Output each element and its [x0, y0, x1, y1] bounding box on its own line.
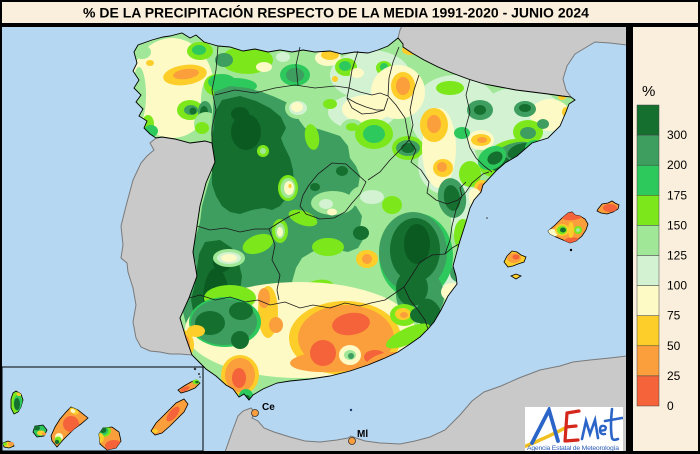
svg-text:175: 175	[667, 188, 687, 202]
svg-text:75: 75	[667, 309, 681, 323]
svg-text:Ce: Ce	[262, 402, 275, 413]
svg-text:%: %	[642, 83, 655, 100]
svg-text:200: 200	[667, 158, 687, 172]
svg-text:125: 125	[667, 249, 687, 263]
svg-text:% DE LA PRECIPITACIÓN RESPECTO: % DE LA PRECIPITACIÓN RESPECTO DE LA MED…	[83, 4, 589, 21]
svg-text:50: 50	[667, 339, 681, 353]
svg-text:100: 100	[667, 279, 687, 293]
svg-text:Ml: Ml	[357, 429, 368, 440]
svg-text:Agencia Estatal de Meteorologí: Agencia Estatal de Meteorología	[527, 445, 619, 452]
svg-text:150: 150	[667, 218, 687, 232]
svg-text:300: 300	[667, 128, 687, 142]
svg-text:25: 25	[667, 369, 681, 383]
svg-text:0: 0	[667, 399, 674, 413]
